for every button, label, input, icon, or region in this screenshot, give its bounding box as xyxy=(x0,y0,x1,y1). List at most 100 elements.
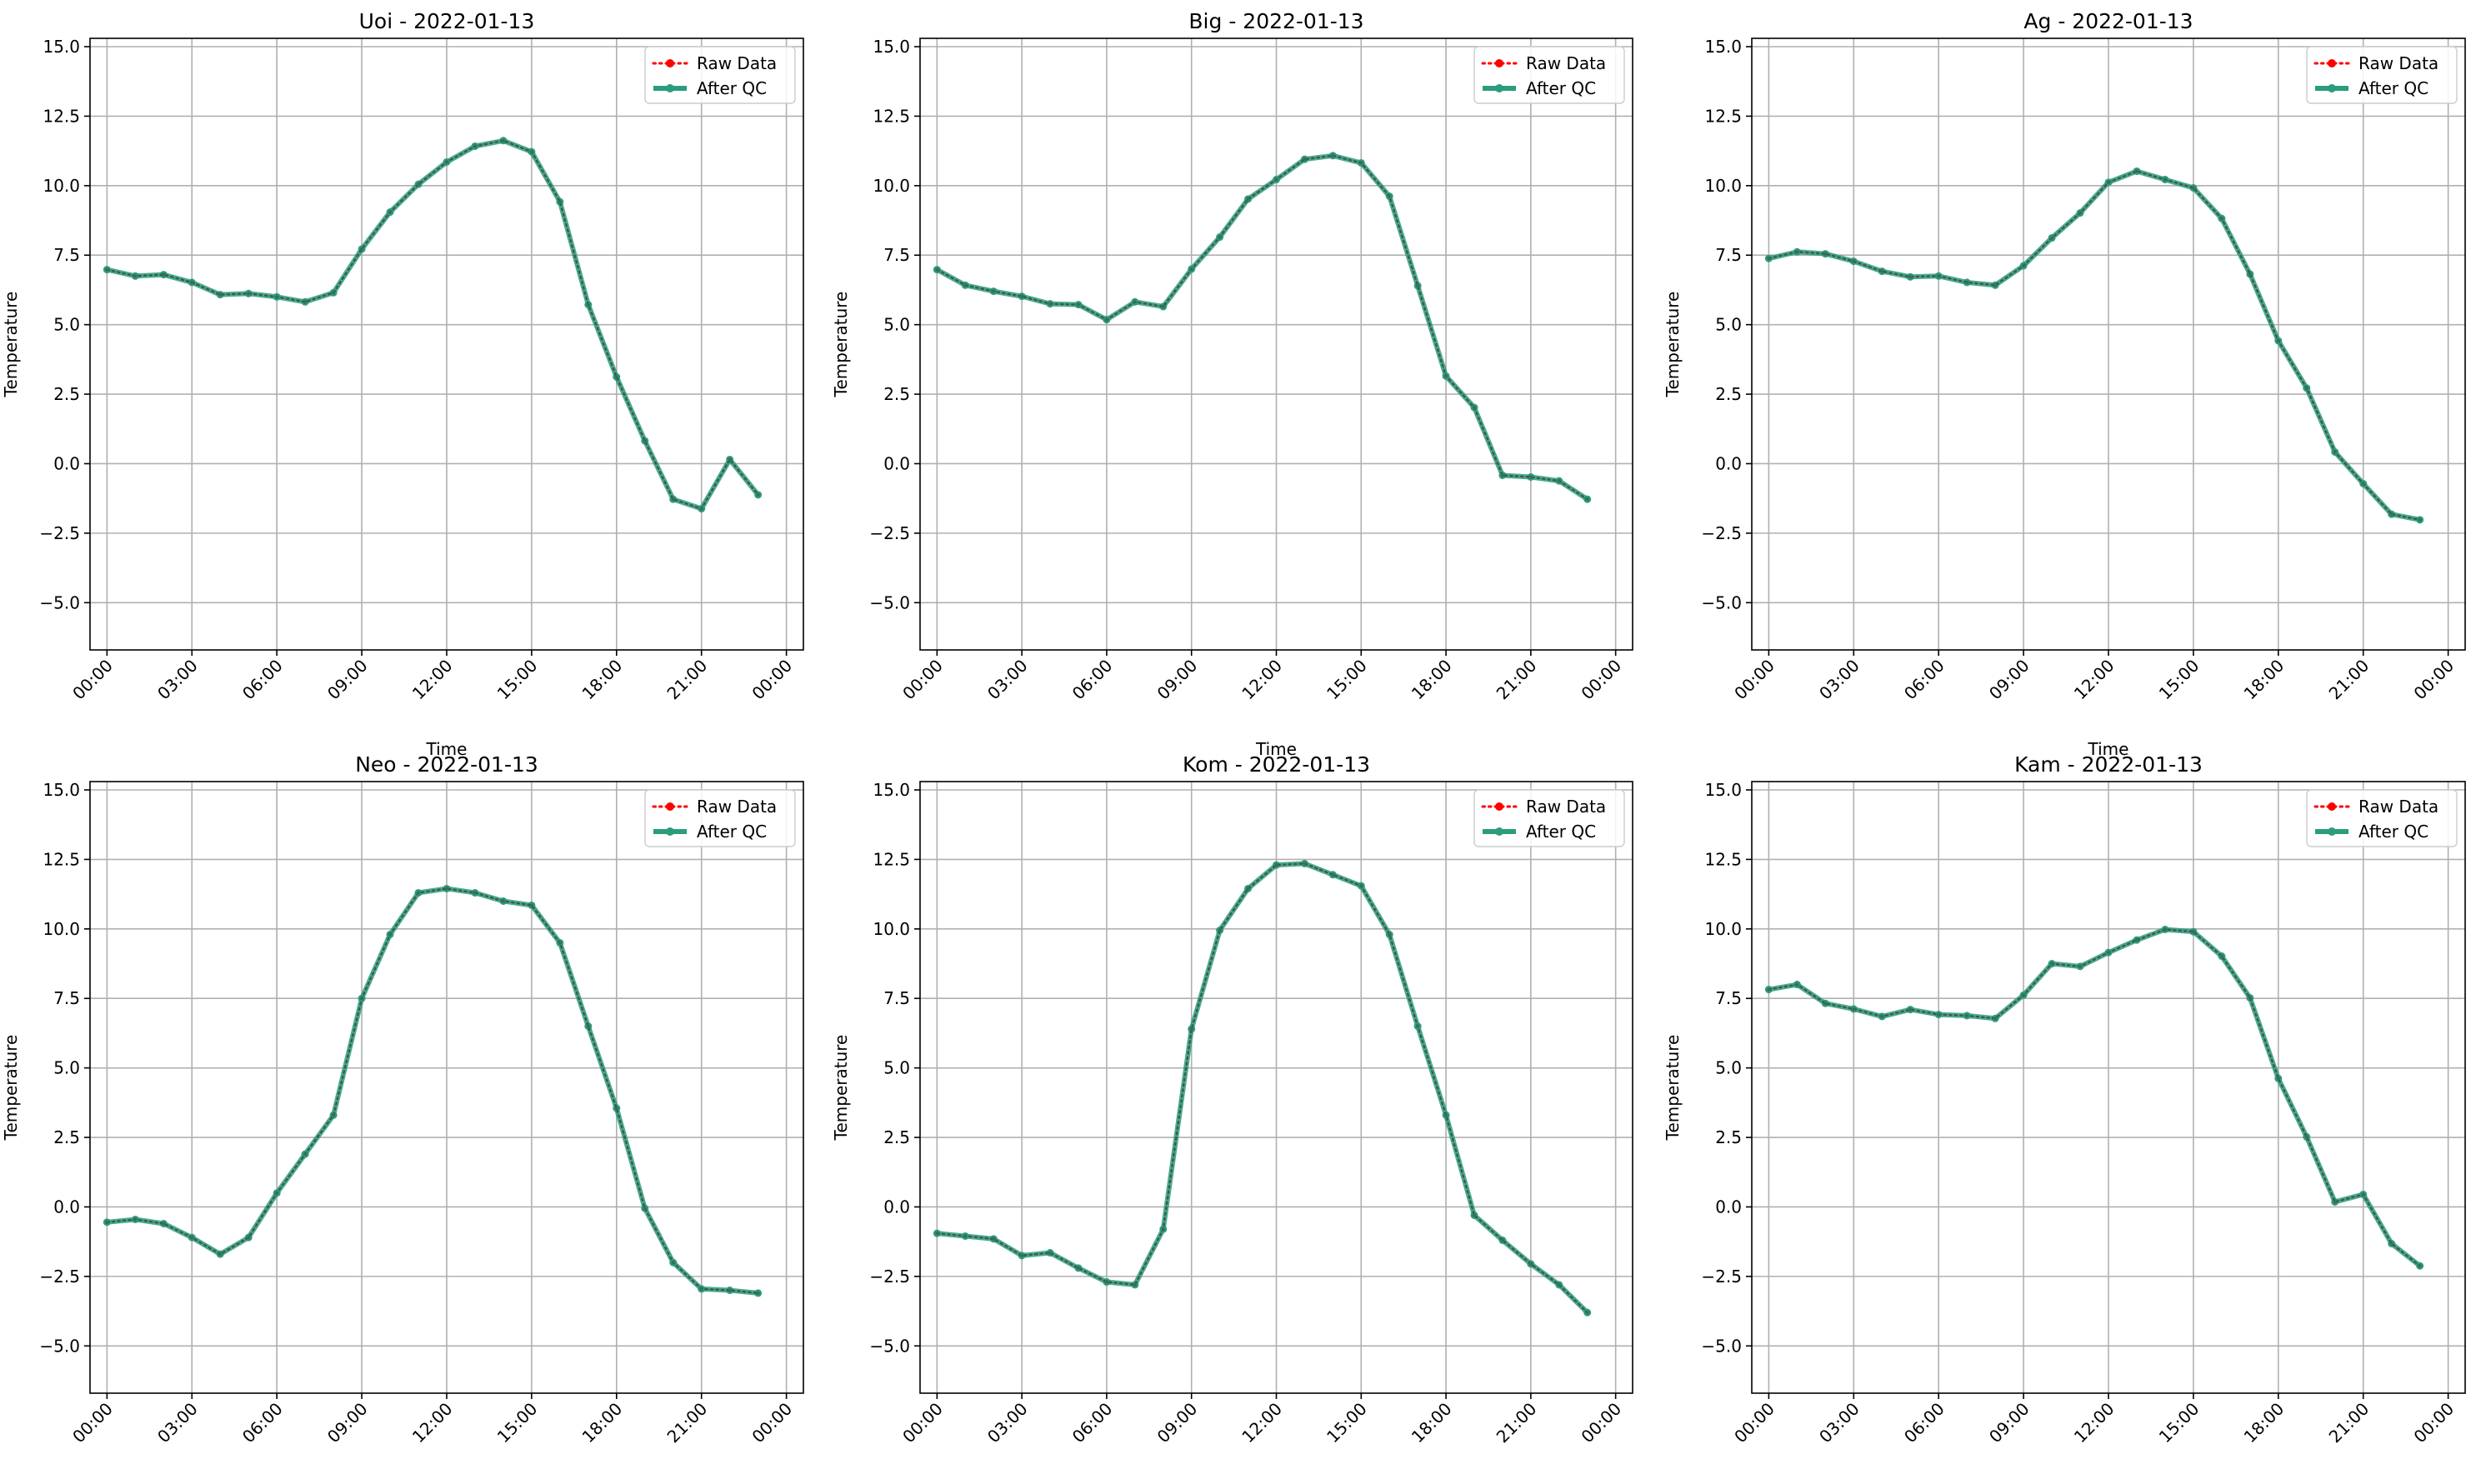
legend-label-raw-data: Raw Data xyxy=(697,53,777,73)
series-line-raw-data xyxy=(936,862,1588,1314)
x-tick-label: 15:00 xyxy=(2155,656,2203,704)
series-line-after-qc xyxy=(1768,168,2421,522)
y-tick-label: −5.0 xyxy=(1701,592,1742,612)
legend-label-raw-data: Raw Data xyxy=(2358,797,2438,817)
point-raw-data xyxy=(218,292,223,297)
series-line-after-qc xyxy=(107,886,758,1296)
x-tick-label: 06:00 xyxy=(238,656,287,704)
y-tick-label: 5.0 xyxy=(53,1058,80,1078)
point-raw-data xyxy=(1964,1013,1969,1018)
point-raw-data xyxy=(162,1222,166,1226)
point-raw-data xyxy=(1993,1017,1998,1021)
point-raw-data xyxy=(1189,267,1193,272)
x-tick-label: 00:00 xyxy=(1577,1399,1625,1447)
point-raw-data xyxy=(388,210,393,214)
x-tick-label: 18:00 xyxy=(578,656,627,704)
y-tick-label: 15.0 xyxy=(43,37,80,57)
x-tick-label: 06:00 xyxy=(238,1399,287,1447)
y-tick-label: 2.5 xyxy=(53,1127,80,1147)
point-raw-data xyxy=(1048,1251,1053,1255)
x-tick-label: 00:00 xyxy=(748,656,796,704)
y-tick-label: 2.5 xyxy=(883,384,910,404)
x-tick-label: 18:00 xyxy=(2240,656,2288,704)
point-raw-data xyxy=(2134,169,2139,173)
legend: Raw Data After QC xyxy=(2306,46,2458,104)
point-raw-data xyxy=(2418,1263,2422,1268)
axes-frame xyxy=(1751,781,2466,1394)
y-axis-label: Temperature xyxy=(831,292,851,398)
x-tick-label: 21:00 xyxy=(663,1399,712,1447)
point-raw-data xyxy=(1852,259,1856,263)
point-raw-data xyxy=(963,1234,968,1238)
x-tick-label: 00:00 xyxy=(68,656,117,704)
point-raw-data xyxy=(1795,982,1799,987)
x-tick-label: 09:00 xyxy=(323,1399,372,1447)
point-raw-data xyxy=(1528,475,1533,479)
x-tick-label: 21:00 xyxy=(1493,656,1541,704)
point-raw-data xyxy=(2021,993,2026,997)
y-tick-label: −2.5 xyxy=(1701,1267,1742,1287)
point-raw-data xyxy=(1274,177,1278,182)
x-tick-label: 03:00 xyxy=(1815,1399,1863,1447)
point-raw-data xyxy=(1388,194,1392,198)
x-tick-label: 06:00 xyxy=(1900,1399,1948,1447)
x-tick-label: 00:00 xyxy=(1577,656,1625,704)
x-tick-label: 12:00 xyxy=(1238,1399,1286,1447)
y-tick-label: 10.0 xyxy=(873,919,910,939)
point-raw-data xyxy=(1936,274,1941,278)
x-tick-label: 06:00 xyxy=(1068,656,1117,704)
y-axis-label: Temperature xyxy=(831,1035,851,1142)
point-raw-data xyxy=(1936,1012,1941,1017)
point-raw-data xyxy=(1161,304,1165,309)
x-tick-label: 12:00 xyxy=(408,1399,457,1447)
point-raw-data xyxy=(473,891,478,895)
point-raw-data xyxy=(586,302,591,307)
legend-marker-after-qc xyxy=(1495,84,1503,92)
point-raw-data xyxy=(2248,272,2253,277)
point-raw-data xyxy=(756,1291,760,1296)
x-axis-label: Time xyxy=(2088,739,2129,759)
y-tick-label: 7.5 xyxy=(1715,245,1742,265)
point-raw-data xyxy=(1823,252,1828,256)
point-raw-data xyxy=(2191,186,2196,190)
y-tick-label: 0.0 xyxy=(53,453,80,473)
point-raw-data xyxy=(2163,927,2168,932)
point-raw-data xyxy=(935,267,939,272)
point-raw-data xyxy=(1218,235,1222,239)
point-raw-data xyxy=(416,891,421,895)
axes-frame xyxy=(89,37,804,651)
point-raw-data xyxy=(1303,157,1307,162)
point-raw-data xyxy=(992,289,996,293)
legend-label-after-qc: After QC xyxy=(2358,78,2428,98)
point-raw-data xyxy=(643,438,647,443)
x-tick-label: 00:00 xyxy=(1730,1399,1778,1447)
legend-marker-raw-data xyxy=(2328,59,2336,67)
point-raw-data xyxy=(2304,1135,2308,1139)
point-raw-data xyxy=(699,1287,703,1292)
y-axis-label: Temperature xyxy=(1,1035,21,1142)
legend: Raw Data After QC xyxy=(644,46,796,104)
point-raw-data xyxy=(1104,317,1109,322)
point-raw-data xyxy=(2418,517,2422,522)
legend-label-raw-data: Raw Data xyxy=(2358,53,2438,73)
point-raw-data xyxy=(614,375,619,379)
point-raw-data xyxy=(133,1217,138,1222)
point-raw-data xyxy=(105,267,109,272)
point-raw-data xyxy=(388,932,393,937)
series-line-after-qc xyxy=(935,152,1589,502)
y-tick-label: 7.5 xyxy=(883,988,910,1008)
point-raw-data xyxy=(2276,338,2281,343)
point-raw-data xyxy=(2049,236,2054,240)
point-raw-data xyxy=(992,1237,996,1242)
point-raw-data xyxy=(1189,1027,1193,1032)
point-raw-data xyxy=(2361,482,2365,486)
x-tick-label: 00:00 xyxy=(1730,656,1778,704)
y-tick-label: 10.0 xyxy=(873,176,910,196)
legend: Raw Data After QC xyxy=(2306,789,2458,847)
y-tick-label: 15.0 xyxy=(43,780,80,800)
x-tick-label: 15:00 xyxy=(493,1399,542,1447)
axes-frame xyxy=(919,781,1633,1394)
y-tick-label: −2.5 xyxy=(869,523,910,543)
point-raw-data xyxy=(1331,872,1335,877)
legend-label-raw-data: Raw Data xyxy=(1526,53,1606,73)
